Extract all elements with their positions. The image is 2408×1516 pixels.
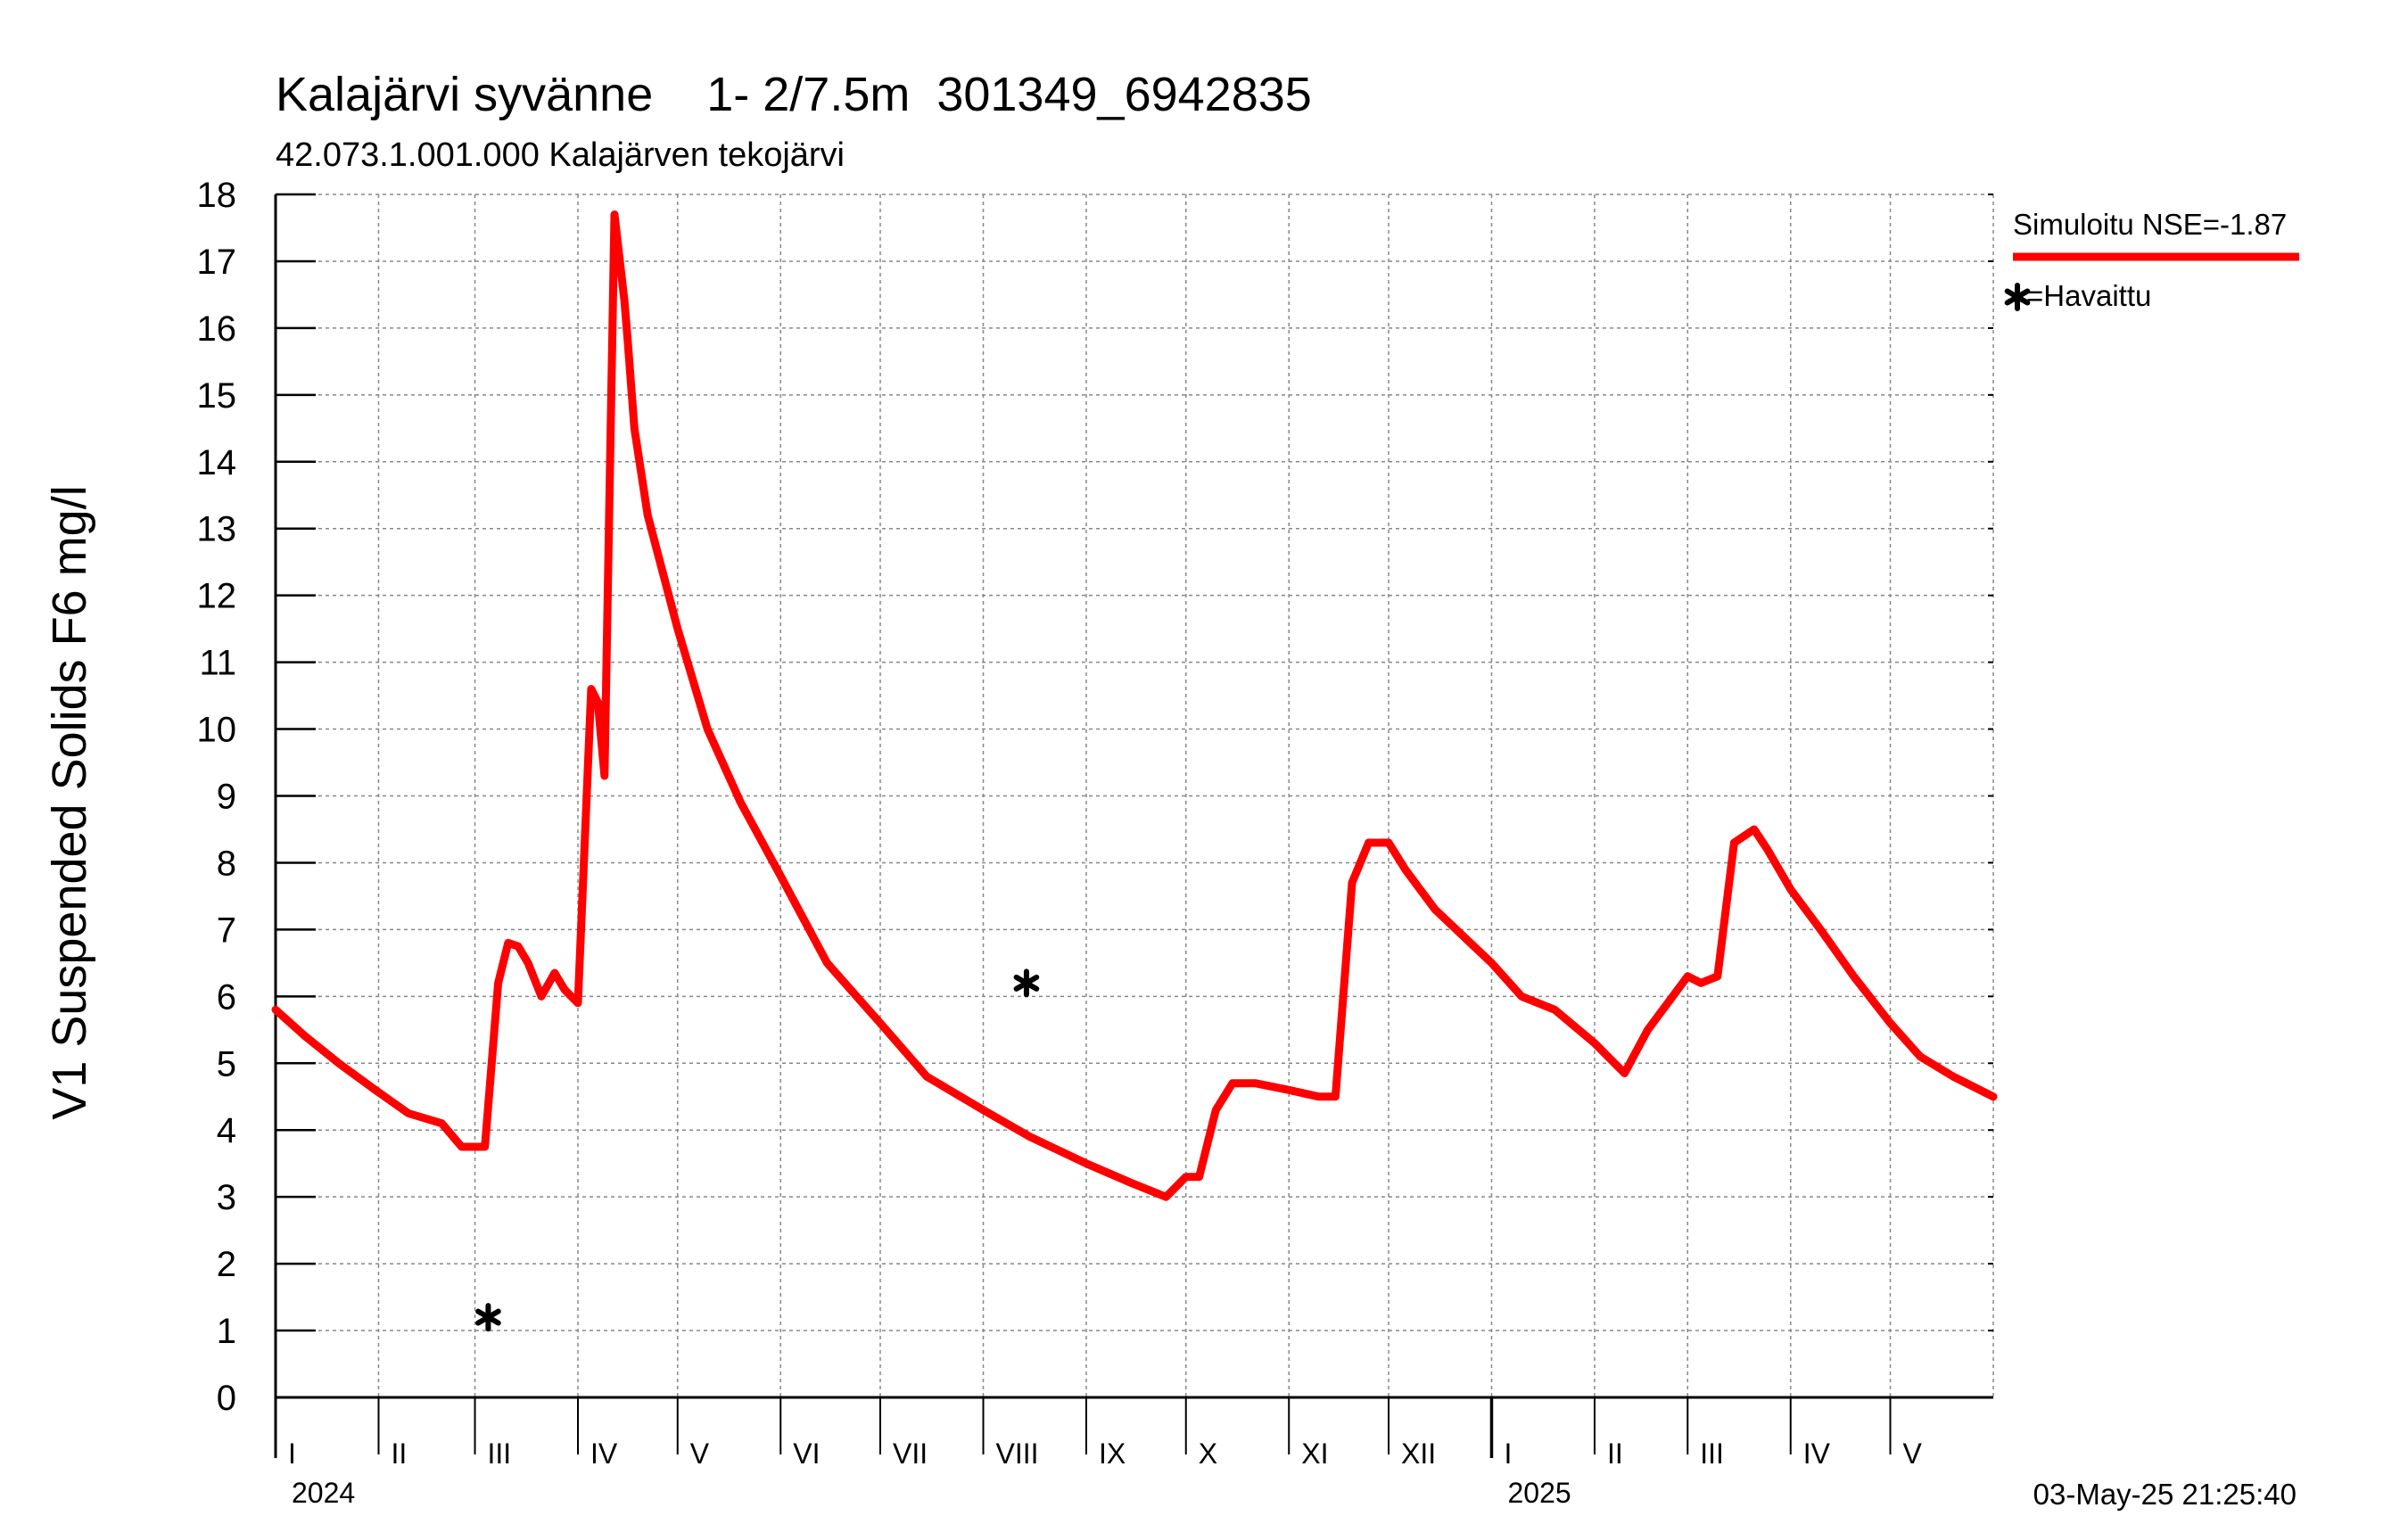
year-label: 2025: [1507, 1477, 1571, 1509]
grid-layer: [276, 194, 1994, 1397]
y-tick-label: 9: [217, 778, 236, 817]
y-tick-label: 18: [197, 176, 237, 215]
y-tick-label: 17: [197, 243, 237, 282]
month-label: VII: [893, 1438, 928, 1470]
month-label: III: [1700, 1438, 1724, 1470]
series-line-simuloitu: [271, 210, 1998, 1201]
data-point-havaittu: [1013, 968, 1040, 998]
legend-label-havaittu: =Havaittu: [2026, 279, 2151, 312]
legend-label-havaittu-text: Havaittu: [2043, 279, 2151, 312]
y-tick-label: 16: [197, 309, 237, 349]
y-tick-label: 14: [197, 443, 237, 482]
timestamp: 03-May-25 21:25:40: [2033, 1478, 2297, 1511]
month-label: XI: [1301, 1438, 1328, 1470]
chart-subtitle: 42.073.1.001.000 Kalajärven tekojärvi: [276, 136, 845, 174]
chart-title: Kalajärvi syvänne 1- 2/7.5m 301349_69428…: [276, 68, 1312, 121]
data-point-havaittu: [475, 1303, 501, 1332]
legend-marker-havaittu: [2004, 283, 2031, 311]
month-label: IV: [1803, 1438, 1831, 1470]
year-label: 2024: [292, 1477, 355, 1509]
y-tick-label: 6: [217, 977, 236, 1017]
y-tick-label: 4: [217, 1111, 236, 1150]
month-label: V: [1903, 1438, 1923, 1470]
month-label: I: [288, 1438, 296, 1470]
month-label: IX: [1099, 1438, 1126, 1470]
month-label: II: [391, 1438, 407, 1470]
y-tick-label: 3: [217, 1178, 236, 1217]
y-tick-label: 7: [217, 910, 236, 950]
month-label: VIII: [995, 1438, 1038, 1470]
series-layer: [271, 210, 1998, 1332]
y-tick-label: 10: [197, 711, 237, 750]
y-tick-label: 8: [217, 844, 236, 883]
month-label: II: [1607, 1438, 1623, 1470]
y-tick-label: 12: [197, 577, 237, 616]
month-label: I: [1504, 1438, 1512, 1470]
y-axis-label: V1 Suspended Solids F6 mg/l: [43, 485, 96, 1119]
y-tick-label: 1: [217, 1312, 236, 1351]
y-tick-label: 5: [217, 1044, 236, 1083]
month-label: V: [690, 1438, 710, 1470]
month-label: III: [488, 1438, 512, 1470]
month-label: VI: [793, 1438, 820, 1470]
y-tick-label: 2: [217, 1245, 236, 1284]
legend-label-simuloitu: Simuloitu NSE=-1.87: [2013, 208, 2287, 241]
legend: Simuloitu NSE=-1.87 =Havaittu: [2004, 208, 2299, 312]
y-tick-label: 13: [197, 510, 237, 549]
month-label: IV: [590, 1438, 618, 1470]
month-label: X: [1199, 1438, 1217, 1470]
y-tick-label: 11: [199, 644, 236, 683]
y-tick-label: 15: [197, 376, 237, 416]
y-tick-label: 0: [217, 1379, 236, 1418]
legend-asterisk-icon: [2004, 283, 2031, 311]
month-label: XII: [1401, 1438, 1436, 1470]
